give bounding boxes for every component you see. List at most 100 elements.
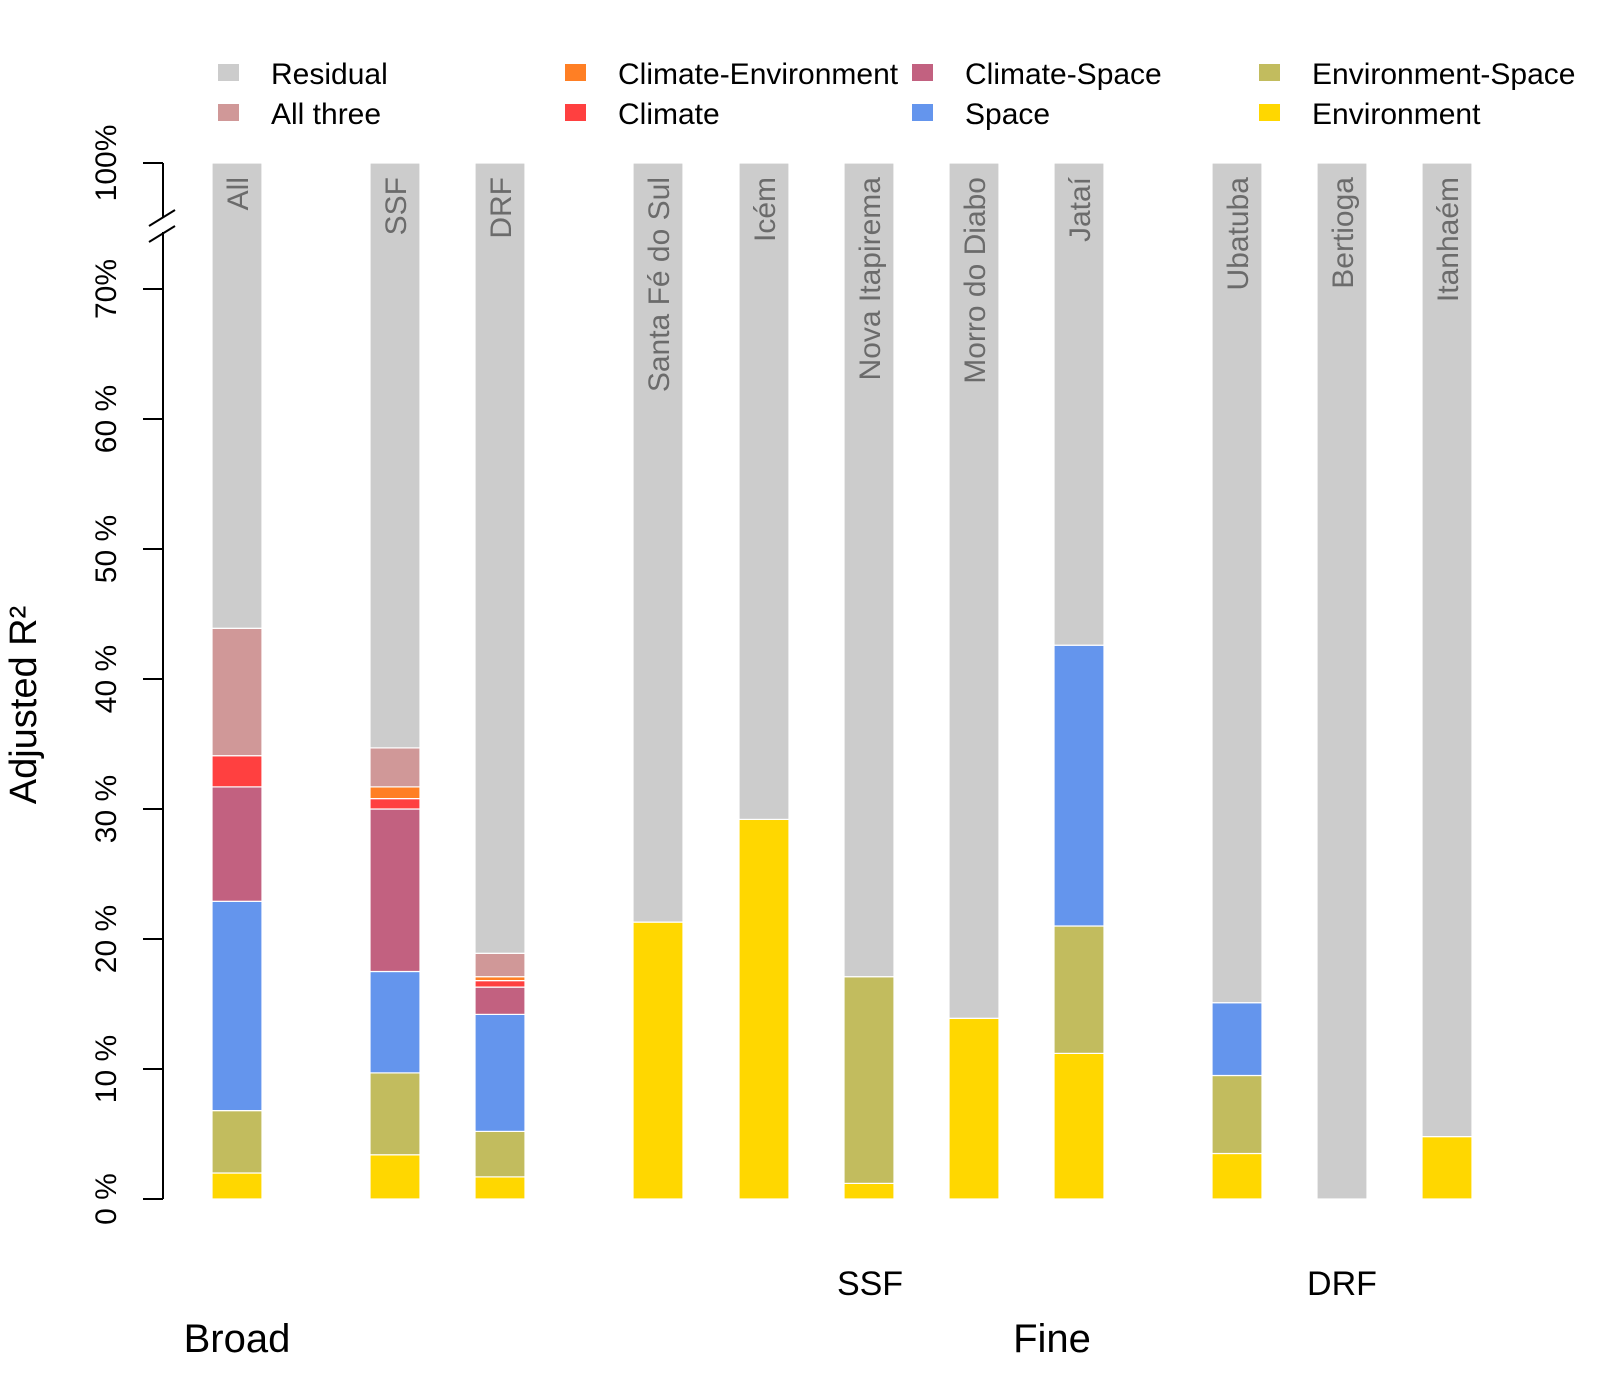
bar-segment-environment-space (211, 1109, 263, 1174)
axis-break-mark-lower (148, 225, 176, 243)
bar-segment-environment-space (843, 976, 895, 1185)
bar-segment-climate-space (211, 786, 263, 902)
scale-label-fine: Fine (1013, 1317, 1091, 1361)
y-tick-label: 60 % (90, 385, 123, 453)
bar-segment-residual (843, 162, 895, 978)
bar-9: Ubatuba (1211, 162, 1263, 1200)
legend: Residual All three Climate-Environment Clim… (218, 58, 1575, 131)
legend-item-climate: Climate (565, 98, 720, 131)
y-tick-label: 50 % (90, 515, 123, 583)
bar-segment-climate (369, 797, 421, 810)
bar-8: Jataí (1053, 162, 1105, 1200)
bar-segment-climate-space (369, 808, 421, 973)
y-tick-label: 30 % (90, 775, 123, 843)
bar-segment-environment (948, 1017, 1000, 1200)
bar-segment-residual (369, 162, 421, 749)
y-axis-title: Adjusted R² (3, 606, 45, 805)
bar-label: Jataí (1064, 176, 1097, 242)
bar-segment-environment (369, 1154, 421, 1200)
bar-segment-residual (211, 162, 263, 629)
bar-2: SSF (369, 162, 421, 1200)
bar-segment-residual (738, 162, 790, 821)
legend-label: Space (965, 98, 1050, 131)
bar-5: Icém (738, 162, 790, 1200)
group-label-ssf: SSF (837, 1265, 903, 1303)
bar-segment-environment (474, 1176, 526, 1200)
legend-swatch (912, 64, 933, 81)
legend-label: Environment-Space (1312, 58, 1575, 91)
bar-segment-climate-space (474, 986, 526, 1015)
bar-segment-environment-space (1211, 1074, 1263, 1155)
bar-segment-environment (632, 921, 684, 1200)
legend-item-environment: Environment (1259, 98, 1481, 131)
bar-segment-space (474, 1013, 526, 1133)
bar-segment-environment (1053, 1052, 1105, 1200)
legend-label: Residual (271, 58, 388, 91)
bar-11: Itanhaém (1421, 162, 1473, 1200)
bar-segment-environment (211, 1172, 263, 1200)
y-tick-label: 40 % (90, 645, 123, 713)
y-tick-label: 70% (90, 259, 123, 319)
legend-label: All three (271, 98, 381, 131)
bar-segment-residual (948, 162, 1000, 1019)
bar-segment-residual (1421, 162, 1473, 1138)
legend-swatch (218, 64, 239, 81)
bar-segment-environment-space (369, 1072, 421, 1156)
bar-label: Ubatuba (1222, 177, 1255, 291)
bar-6: Nova Itapirema (843, 162, 895, 1200)
bars: All SSF DRF Santa Fé do Sul Icém Nova Itapire… (211, 162, 1473, 1200)
bar-segment-environment (1421, 1135, 1473, 1200)
legend-swatch (565, 104, 586, 121)
axis-break-mark-upper (148, 209, 176, 227)
legend-swatch (218, 104, 239, 121)
legend-item-climate-environment: Climate-Environment (565, 58, 899, 91)
bar-1: All (211, 162, 263, 1200)
legend-item-residual: Residual (218, 58, 388, 91)
group-label-drf: DRF (1307, 1265, 1377, 1303)
bar-segment-climate (474, 979, 526, 988)
bar-segment-space (211, 900, 263, 1112)
bar-label: All (222, 177, 255, 210)
bar-segment-residual (1053, 162, 1105, 646)
legend-swatch (1259, 104, 1280, 121)
scale-label-broad: Broad (184, 1317, 291, 1361)
bar-segment-all-three (369, 747, 421, 788)
legend-swatch (565, 64, 586, 81)
bar-3: DRF (474, 162, 526, 1200)
bar-segment-space (1211, 1002, 1263, 1077)
bar-label: Nova Itapirema (854, 177, 887, 381)
legend-label: Environment (1312, 98, 1481, 131)
bar-10: Bertioga (1316, 162, 1368, 1200)
bar-segment-environment-space (474, 1130, 526, 1178)
bar-label: Morro do Diabo (959, 177, 992, 384)
legend-swatch (912, 104, 933, 121)
bar-segment-residual (1211, 162, 1263, 1004)
bar-4: Santa Fé do Sul (632, 162, 684, 1200)
y-tick-label: 0 % (90, 1173, 123, 1225)
bar-segment-all-three (474, 952, 526, 978)
bar-segment-environment (843, 1182, 895, 1200)
bar-label: Santa Fé do Sul (643, 177, 676, 392)
legend-item-climate-space: Climate-Space (912, 58, 1162, 91)
y-tick-label: 100% (90, 125, 123, 202)
bar-segment-space (369, 970, 421, 1074)
legend-swatch (1259, 64, 1280, 81)
bar-segment-residual (1316, 162, 1368, 1200)
bar-segment-residual (474, 162, 526, 954)
bar-segment-environment (1211, 1152, 1263, 1200)
bar-label: SSF (380, 177, 413, 235)
y-tick-label: 10 % (90, 1035, 123, 1103)
legend-label: Climate-Space (965, 58, 1162, 91)
y-tick-label: 20 % (90, 905, 123, 973)
legend-item-environment-space: Environment-Space (1259, 58, 1575, 91)
y-axis: 0 % 10 % 20 % 30 % 40 % 50 % 60 % 70% 100% (90, 125, 176, 1225)
bar-segment-space (1053, 644, 1105, 927)
legend-item-space: Space (912, 98, 1050, 131)
bar-label: Bertioga (1327, 177, 1360, 289)
bar-segment-climate-environment (369, 786, 421, 800)
bar-7: Morro do Diabo (948, 162, 1000, 1200)
bar-segment-environment (738, 818, 790, 1200)
legend-item-all-three: All three (218, 98, 381, 131)
bar-segment-all-three (211, 627, 263, 757)
